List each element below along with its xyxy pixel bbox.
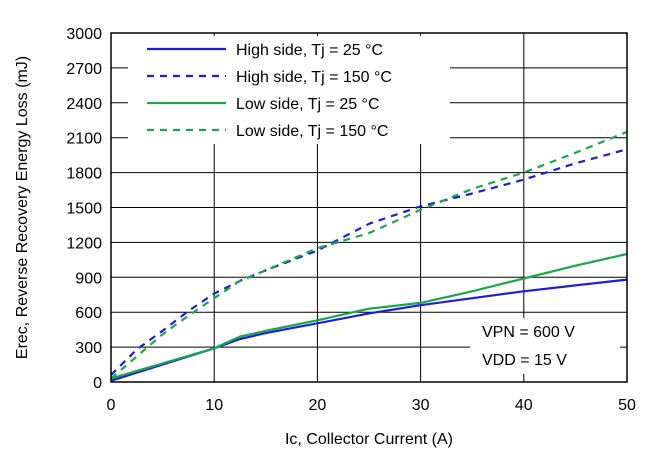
legend-label-3: Low side, Tj = 25 °C: [236, 96, 380, 113]
y-tick-label: 900: [75, 270, 102, 287]
y-tick-label: 3000: [66, 26, 102, 43]
y-tick-label: 1200: [66, 235, 102, 252]
y-tick-label: 300: [75, 340, 102, 357]
y-axis-title: Erec, Reverse Recovery Energy Loss (mJ): [14, 56, 31, 359]
x-tick-label: 30: [412, 397, 430, 414]
annotation-vpn: VPN = 600 V: [482, 324, 575, 341]
x-axis-title: Ic, Collector Current (A): [285, 431, 453, 448]
y-tick-label: 2100: [66, 131, 102, 148]
legend-label-1: High side, Tj = 25 °C: [236, 42, 383, 59]
tick-labels: 0 300 600 900 1200 1500 1800 2100 2400 2700 3000 0 1…: [66, 26, 636, 414]
legend-background: [128, 36, 450, 144]
y-tick-label: 1500: [66, 201, 102, 218]
y-tick-label: 2700: [66, 61, 102, 78]
x-tick-label: 10: [205, 397, 223, 414]
legend: High side, Tj = 25 °C High side, Tj = 150…: [128, 36, 450, 144]
y-tick-label: 600: [75, 305, 102, 322]
annotation-box: VPN = 600 V VDD = 15 V: [470, 318, 620, 374]
x-tick-label: 0: [107, 397, 116, 414]
series-line-3: [110, 252, 628, 380]
x-tick-label: 40: [515, 397, 533, 414]
x-tick-label: 50: [618, 397, 636, 414]
y-tick-label: 1800: [66, 166, 102, 183]
y-tick-label: 0: [93, 375, 102, 392]
annotation-background: [470, 318, 620, 374]
legend-label-2: High side, Tj = 150 °C: [236, 69, 392, 86]
series-lines: [110, 130, 628, 382]
y-tick-label: 2400: [66, 96, 102, 113]
series-line-4: [110, 130, 628, 380]
legend-label-4: Low side, Tj = 150 °C: [236, 123, 388, 140]
annotation-vdd: VDD = 15 V: [482, 352, 567, 369]
plot-frame: [110, 32, 628, 383]
x-tick-label: 20: [309, 397, 327, 414]
